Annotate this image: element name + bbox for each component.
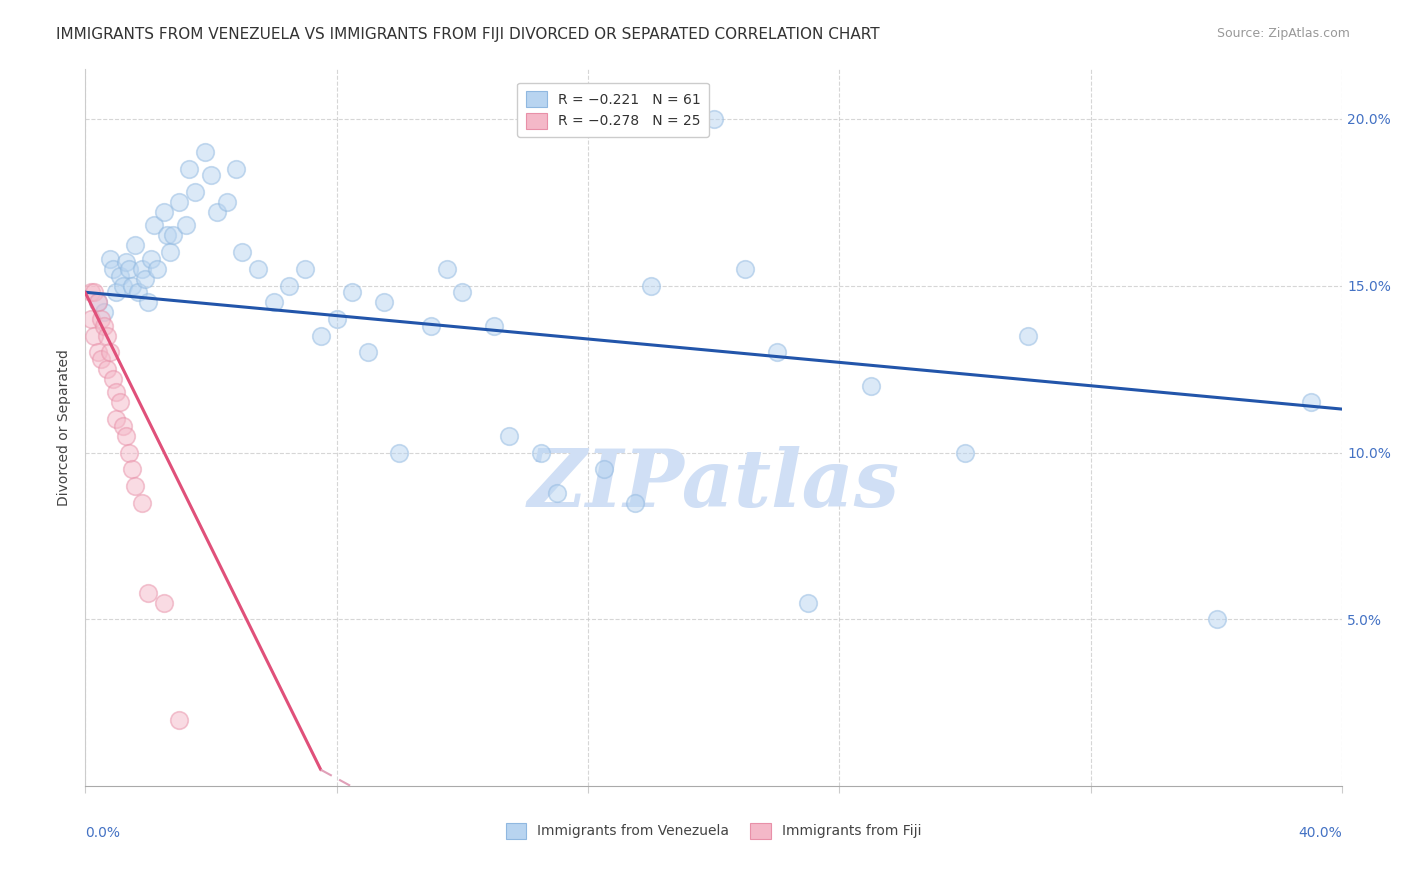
Point — [193, 145, 215, 159]
Point — [118, 261, 141, 276]
Point — [953, 445, 976, 459]
Point — [546, 485, 568, 500]
Point — [388, 445, 411, 459]
Point — [86, 295, 108, 310]
Point — [105, 285, 128, 300]
Point — [139, 252, 162, 266]
Point — [169, 713, 191, 727]
Point — [83, 328, 105, 343]
Point — [797, 596, 820, 610]
Point — [294, 261, 316, 276]
Point — [124, 479, 146, 493]
Point — [83, 285, 105, 300]
Point — [159, 245, 181, 260]
Point — [136, 295, 159, 310]
Point — [105, 412, 128, 426]
Point — [156, 228, 179, 243]
Point — [134, 272, 156, 286]
Point — [131, 495, 153, 509]
Point — [451, 285, 474, 300]
Point — [105, 385, 128, 400]
Point — [98, 252, 121, 266]
Point — [624, 495, 647, 509]
Point — [162, 228, 184, 243]
Point — [765, 345, 787, 359]
Point — [103, 261, 125, 276]
Point — [96, 328, 118, 343]
Point — [231, 245, 253, 260]
Point — [80, 312, 103, 326]
Point — [184, 185, 207, 199]
Text: IMMIGRANTS FROM VENEZUELA VS IMMIGRANTS FROM FIJI DIVORCED OR SEPARATED CORRELAT: IMMIGRANTS FROM VENEZUELA VS IMMIGRANTS … — [56, 27, 880, 42]
Point — [131, 261, 153, 276]
Point — [640, 278, 662, 293]
Point — [152, 596, 174, 610]
Text: Source: ZipAtlas.com: Source: ZipAtlas.com — [1216, 27, 1350, 40]
Point — [121, 462, 143, 476]
Point — [169, 195, 191, 210]
Point — [111, 418, 134, 433]
Point — [108, 268, 131, 283]
Point — [174, 219, 197, 233]
Point — [246, 261, 269, 276]
Point — [859, 378, 882, 392]
Point — [93, 318, 115, 333]
Point — [215, 195, 238, 210]
Point — [103, 372, 125, 386]
Point — [225, 161, 247, 176]
Text: ZIPatlas: ZIPatlas — [527, 446, 900, 524]
Point — [342, 285, 364, 300]
Point — [263, 295, 285, 310]
Point — [98, 345, 121, 359]
Point — [93, 305, 115, 319]
Point — [86, 345, 108, 359]
Point — [357, 345, 380, 359]
Point — [734, 261, 756, 276]
Point — [498, 429, 520, 443]
Point — [124, 238, 146, 252]
Point — [592, 462, 614, 476]
Point — [703, 112, 725, 126]
Point — [200, 169, 222, 183]
Point — [143, 219, 166, 233]
Point — [96, 362, 118, 376]
Point — [90, 312, 112, 326]
Point — [108, 395, 131, 409]
Point — [90, 352, 112, 367]
Point — [115, 255, 138, 269]
Point — [309, 328, 332, 343]
Point — [419, 318, 441, 333]
Point — [115, 429, 138, 443]
Point — [530, 445, 553, 459]
Text: 0.0%: 0.0% — [86, 826, 120, 840]
Point — [128, 285, 150, 300]
Point — [136, 586, 159, 600]
Point — [121, 278, 143, 293]
Point — [146, 261, 169, 276]
Point — [1205, 612, 1227, 626]
Point — [111, 278, 134, 293]
Legend: Immigrants from Venezuela, Immigrants from Fiji: Immigrants from Venezuela, Immigrants fr… — [501, 817, 928, 844]
Point — [80, 285, 103, 300]
Point — [325, 312, 347, 326]
Point — [373, 295, 395, 310]
Point — [436, 261, 458, 276]
Point — [1299, 395, 1322, 409]
Point — [482, 318, 505, 333]
Point — [118, 445, 141, 459]
Point — [177, 161, 200, 176]
Y-axis label: Divorced or Separated: Divorced or Separated — [58, 349, 72, 506]
Point — [1017, 328, 1039, 343]
Text: 40.0%: 40.0% — [1299, 826, 1343, 840]
Point — [152, 205, 174, 219]
Point — [278, 278, 301, 293]
Point — [205, 205, 228, 219]
Point — [86, 295, 108, 310]
